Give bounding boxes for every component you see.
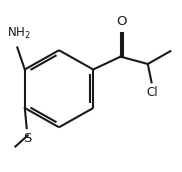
Text: Cl: Cl: [147, 86, 158, 99]
Text: NH$_2$: NH$_2$: [7, 26, 31, 41]
Text: S: S: [23, 132, 32, 145]
Text: O: O: [116, 15, 127, 28]
